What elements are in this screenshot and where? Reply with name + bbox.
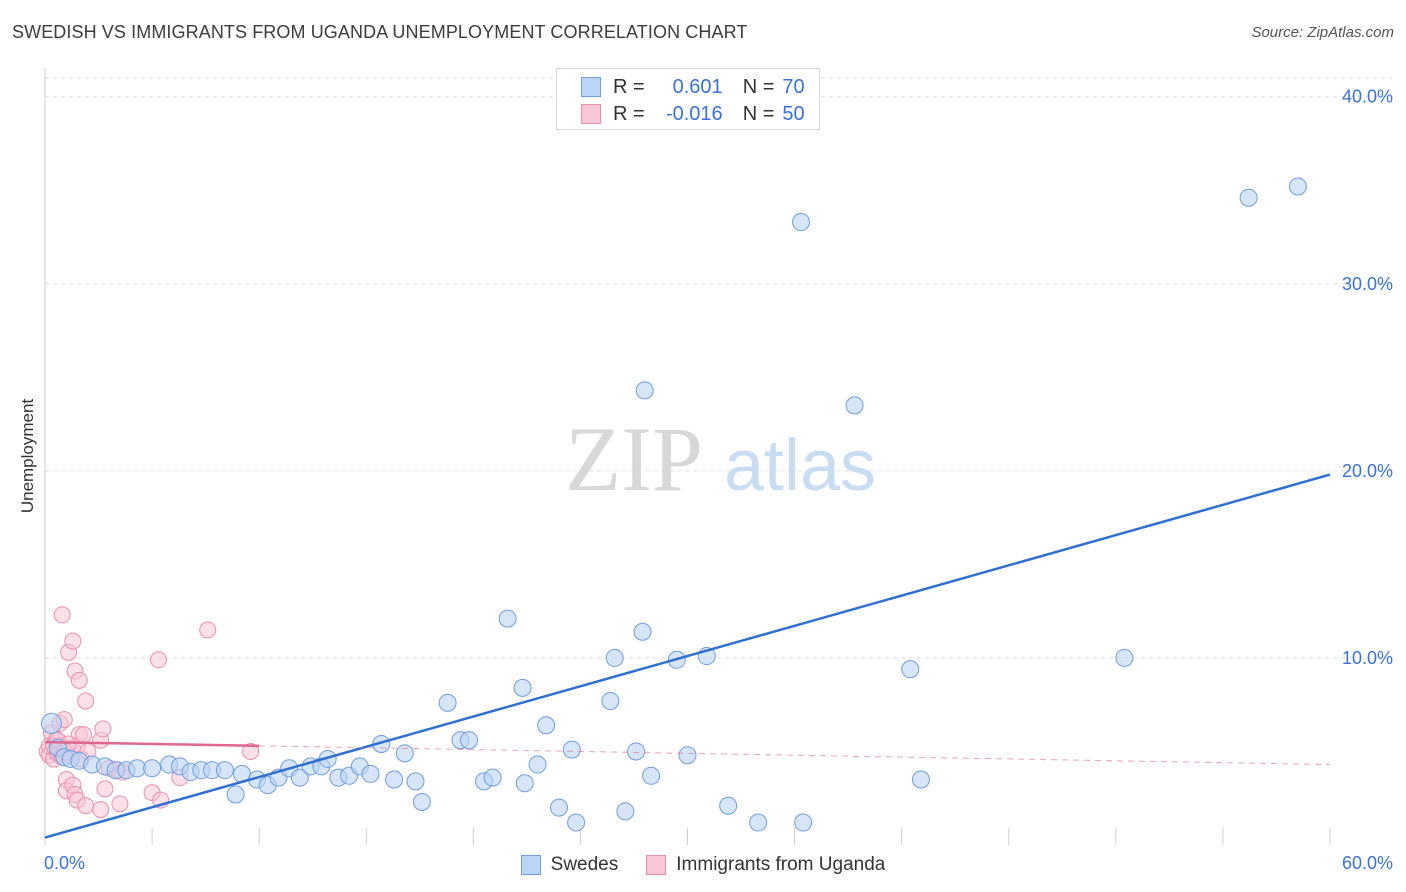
swedes-point (412, 792, 431, 811)
uganda-point (53, 606, 71, 624)
swedes-point (385, 770, 404, 789)
swedes-point (567, 813, 586, 832)
uganda-series-points (38, 606, 260, 818)
y-tick-label: 40.0% (1342, 87, 1393, 107)
swedes-point (1239, 188, 1258, 207)
swedes-point (911, 770, 930, 789)
swedes-swatch (520, 855, 541, 875)
uganda-point (111, 795, 129, 813)
y-tick-label: 10.0% (1342, 648, 1393, 668)
series-legend: Swedes Immigrants from Uganda (0, 852, 1406, 878)
swedes-point (1115, 648, 1134, 667)
r-value: 0.601 (672, 75, 723, 98)
grid-layer (45, 77, 1392, 659)
swedes-point (605, 648, 624, 667)
y-tick-label: 30.0% (1342, 274, 1393, 294)
swedes-point (40, 712, 62, 734)
swedes-point (678, 746, 697, 765)
tick-labels: 10.0% 20.0% 30.0% 40.0% 0.0% 60.0% (44, 87, 1393, 873)
swedes-swatch (581, 77, 601, 97)
swedes-point (498, 609, 517, 628)
swedes-point (562, 740, 581, 759)
swedes-point (215, 761, 234, 780)
swedes-point (601, 691, 620, 710)
swedes-point (406, 772, 425, 791)
uganda-point (70, 671, 88, 689)
chart-title: SWEDISH VS IMMIGRANTS FROM UGANDA UNEMPL… (12, 22, 748, 42)
swedes-point (290, 768, 309, 787)
r-label: R = (613, 75, 645, 98)
swedes-point (749, 813, 768, 832)
y-axis-label: Unemployment (18, 398, 37, 514)
swedes-point (460, 731, 479, 750)
uganda-trend-line (44, 740, 260, 748)
swedes-point (635, 381, 654, 400)
swedes-point (528, 755, 547, 774)
swedes-point (361, 764, 380, 783)
legend-item-swedes[interactable]: Swedes (520, 854, 619, 876)
uganda-point (92, 800, 110, 818)
swedes-trend-line (44, 473, 1331, 839)
swedes-point (642, 766, 661, 785)
swedes-point (633, 622, 652, 641)
swedes-point (537, 716, 556, 735)
n-value: 50 (782, 102, 805, 125)
watermark-zip: ZIP (565, 408, 703, 510)
trend-lines (44, 473, 1331, 839)
uganda-swatch (581, 104, 601, 124)
uganda-point (77, 797, 95, 815)
swedes-point (1288, 177, 1307, 196)
swedes-point (845, 396, 864, 415)
swedes-point (438, 693, 457, 712)
swedes-point (515, 774, 534, 793)
swedes-point (513, 678, 532, 697)
x-tick-label: 0.0% (44, 853, 85, 873)
swedes-point (483, 768, 502, 787)
n-value: 70 (782, 75, 805, 98)
n-label: N = (742, 75, 775, 98)
watermark: ZIP atlas (565, 408, 876, 510)
swedes-point (143, 759, 162, 778)
swedes-point (627, 742, 646, 761)
source-credit: Source: ZipAtlas.com (1251, 24, 1394, 41)
x-tick-label: 60.0% (1342, 853, 1393, 873)
swedes-series-points (40, 177, 1307, 832)
legend-item-uganda[interactable]: Immigrants from Uganda (646, 854, 885, 876)
swedes-point (616, 802, 635, 821)
legend-row-uganda: R = -0.016 N = 50 (581, 101, 805, 127)
uganda-point (199, 621, 217, 639)
r-label: R = (613, 102, 645, 125)
r-value: -0.016 (665, 102, 723, 125)
uganda-point (75, 726, 93, 744)
swedes-point (794, 813, 813, 832)
swedes-point (550, 798, 568, 817)
y-tick-label: 20.0% (1342, 461, 1393, 481)
uganda-point (242, 742, 260, 760)
uganda-point (94, 720, 112, 738)
swedes-point (395, 744, 414, 763)
correlation-legend: R = 0.601 N = 70 R = -0.016 N = 50 (556, 68, 820, 130)
swedes-point (226, 785, 245, 804)
uganda-point (64, 632, 82, 650)
legend-label: Immigrants from Uganda (676, 854, 886, 875)
uganda-swatch (646, 855, 667, 875)
swedes-point (792, 213, 811, 232)
uganda-point (77, 692, 95, 710)
swedes-point (901, 660, 920, 679)
watermark-atlas: atlas (724, 426, 876, 506)
swedes-point (128, 759, 147, 778)
legend-row-swedes: R = 0.601 N = 70 (581, 74, 805, 100)
swedes-point (719, 796, 738, 815)
legend-label: Swedes (550, 854, 619, 875)
uganda-trend-extension (259, 745, 1331, 766)
n-label: N = (742, 102, 775, 125)
uganda-point (96, 780, 114, 798)
uganda-point (150, 651, 168, 669)
